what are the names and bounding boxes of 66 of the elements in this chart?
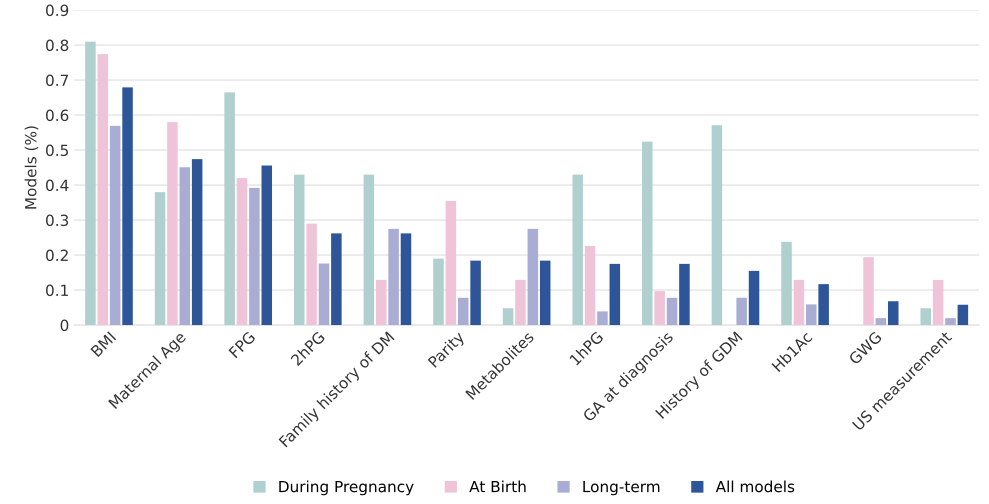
y-tick-label: 0 <box>60 320 68 332</box>
bar <box>364 174 374 326</box>
bar <box>679 264 690 326</box>
bar <box>98 54 108 326</box>
bar <box>331 233 342 326</box>
bar <box>540 260 550 326</box>
bar <box>876 318 886 326</box>
bar <box>192 159 202 326</box>
bar <box>781 242 792 326</box>
bar <box>712 125 722 326</box>
bar <box>932 280 944 326</box>
bar <box>584 246 596 326</box>
bar <box>294 174 305 326</box>
bar <box>306 224 317 326</box>
legend-label: During Pregnancy <box>279 480 414 496</box>
legend-label: Long-term <box>583 480 660 496</box>
bar <box>318 263 330 326</box>
bar <box>376 280 386 326</box>
bar <box>154 192 166 326</box>
bar <box>863 257 874 326</box>
bar <box>388 228 399 326</box>
bar <box>806 304 817 326</box>
y-tick-label: 0.4 <box>46 180 68 192</box>
y-tick-label: 0.5 <box>46 144 68 156</box>
bar <box>502 308 514 326</box>
bar <box>224 92 235 326</box>
bar <box>945 318 956 326</box>
y-tick-label: 0.8 <box>46 40 68 52</box>
bar <box>433 258 444 326</box>
bar <box>958 304 968 326</box>
bar <box>470 260 481 326</box>
y-tick-label: 0.2 <box>46 250 68 262</box>
bar <box>666 298 678 326</box>
legend-label: At Birth <box>469 480 526 492</box>
y-tick-label: 0.7 <box>46 74 68 86</box>
bar <box>654 291 665 326</box>
bar <box>458 298 468 326</box>
bar <box>610 264 620 326</box>
y-tick-label: 0.9 <box>46 4 68 16</box>
bar <box>85 42 96 326</box>
bar <box>528 228 538 326</box>
bar <box>642 142 653 326</box>
bar <box>515 280 526 326</box>
y-tick-label: 0.1 <box>46 284 68 296</box>
bar <box>748 270 760 326</box>
bar <box>597 311 608 326</box>
legend-label: All models <box>716 480 794 492</box>
bar <box>818 284 829 326</box>
bar <box>920 308 931 326</box>
bar <box>180 167 190 326</box>
bar <box>236 178 248 326</box>
bar <box>572 174 583 326</box>
bar <box>888 301 899 326</box>
bar <box>446 200 456 326</box>
y-tick-label: 0.3 <box>46 214 68 226</box>
bar <box>110 126 120 326</box>
x-tick-label: BMI <box>90 331 116 358</box>
bar <box>249 188 260 326</box>
bar <box>794 280 804 326</box>
y-axis-title: Models (%) <box>24 126 38 209</box>
bar <box>262 165 272 326</box>
bar <box>736 298 747 326</box>
bar <box>122 87 133 326</box>
y-tick-label: 0.6 <box>46 110 68 122</box>
bar <box>167 122 178 326</box>
bar <box>400 233 412 326</box>
